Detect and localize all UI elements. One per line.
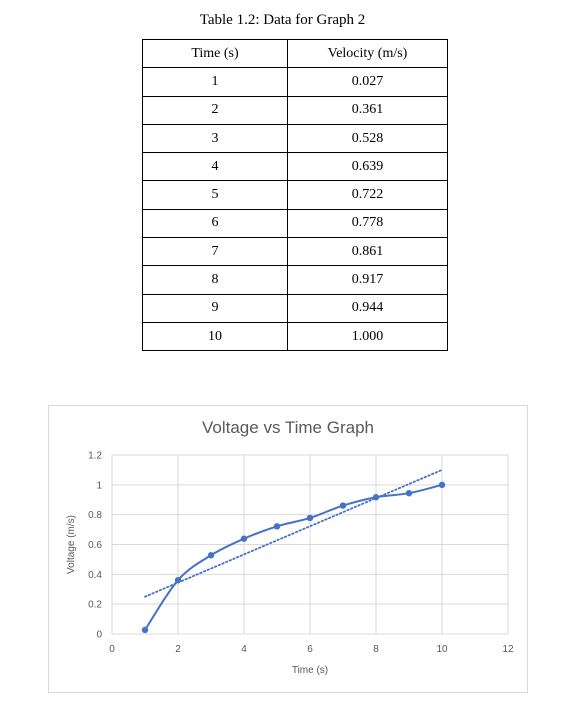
series-line [144, 483, 443, 631]
x-tick-label: 12 [502, 644, 514, 655]
data-point [438, 481, 446, 489]
x-axis-label: Time (s) [292, 665, 328, 676]
cell-velocity: 0.917 [287, 265, 448, 295]
chart-title: Voltage vs Time Graph [202, 418, 374, 437]
table-row: 5 0.722 [142, 180, 448, 210]
data-point [141, 626, 149, 634]
table-header-row: Time (s) Velocity (m/s) [142, 38, 448, 69]
column-header-velocity: Velocity (m/s) [287, 38, 448, 69]
data-point [405, 489, 413, 497]
x-tick-label: 10 [436, 644, 448, 655]
table-row: 8 0.917 [142, 265, 448, 295]
table-row: 1 0.027 [142, 67, 448, 97]
y-tick-label: 0 [96, 630, 102, 641]
data-table: Time (s) Velocity (m/s) 1 0.027 2 0.361 3 0.5… [142, 38, 448, 352]
x-tick-label: 8 [373, 644, 379, 655]
y-tick-label: 0.4 [88, 570, 102, 581]
cell-velocity: 0.778 [287, 208, 448, 239]
y-tick-label: 1 [96, 480, 102, 491]
table-row: 9 0.944 [142, 293, 448, 323]
y-tick-label: 1.2 [88, 451, 102, 462]
cell-time: 7 [142, 237, 288, 267]
y-tick-label: 0.6 [88, 540, 102, 551]
trendline [144, 469, 443, 598]
cell-time: 1 [142, 67, 288, 97]
table-caption: Table 1.2: Data for Graph 2 [199, 12, 366, 28]
cell-velocity: 0.722 [287, 180, 448, 210]
y-tick-label: 0.8 [88, 510, 102, 521]
x-tick-label: 0 [109, 644, 115, 655]
table-row: 2 0.361 [142, 95, 448, 125]
cell-time: 2 [142, 95, 288, 125]
table-row: 10 1.000 [142, 321, 448, 352]
cell-time: 6 [142, 208, 288, 239]
cell-velocity: 0.944 [287, 293, 448, 323]
table-row: 7 0.861 [142, 237, 448, 267]
x-tick-label: 6 [307, 644, 313, 655]
cell-time: 3 [142, 123, 288, 154]
table-row: 3 0.528 [142, 123, 448, 154]
chart-container: Voltage vs Time Graph 0 0.2 0.4 0.6 0.8 1 1.2 0 2… [48, 405, 528, 693]
cell-time: 9 [142, 293, 288, 323]
data-point [240, 535, 248, 542]
cell-velocity: 0.639 [287, 152, 448, 182]
table-row: 6 0.778 [142, 208, 448, 239]
column-header-time: Time (s) [142, 38, 288, 69]
cell-time: 4 [142, 152, 288, 182]
cell-velocity: 0.528 [287, 123, 448, 154]
data-point [174, 576, 182, 584]
cell-time: 5 [142, 180, 288, 210]
cell-time: 10 [142, 321, 288, 352]
cell-velocity: 1.000 [287, 321, 448, 352]
x-tick-label: 2 [175, 644, 181, 655]
cell-velocity: 0.861 [287, 237, 448, 267]
cell-velocity: 0.027 [287, 67, 448, 97]
table-row: 4 0.639 [142, 152, 448, 182]
table-body: 1 0.027 2 0.361 3 0.528 4 0.639 5 0.722 6 0.778 7 0.8… [142, 67, 448, 352]
y-tick-label: 0.2 [88, 600, 102, 611]
data-point [207, 552, 215, 559]
data-point [273, 523, 281, 530]
data-point [372, 494, 380, 501]
cell-velocity: 0.361 [287, 95, 448, 125]
data-point [339, 502, 347, 509]
x-tick-label: 4 [241, 644, 247, 655]
cell-time: 8 [142, 265, 288, 295]
y-axis-label: Voltage (m/s) [66, 515, 77, 574]
chart-svg: Voltage vs Time Graph 0 0.2 0.4 0.6 0.8 1 1.2 0 2… [66, 418, 514, 676]
data-point [306, 514, 314, 522]
